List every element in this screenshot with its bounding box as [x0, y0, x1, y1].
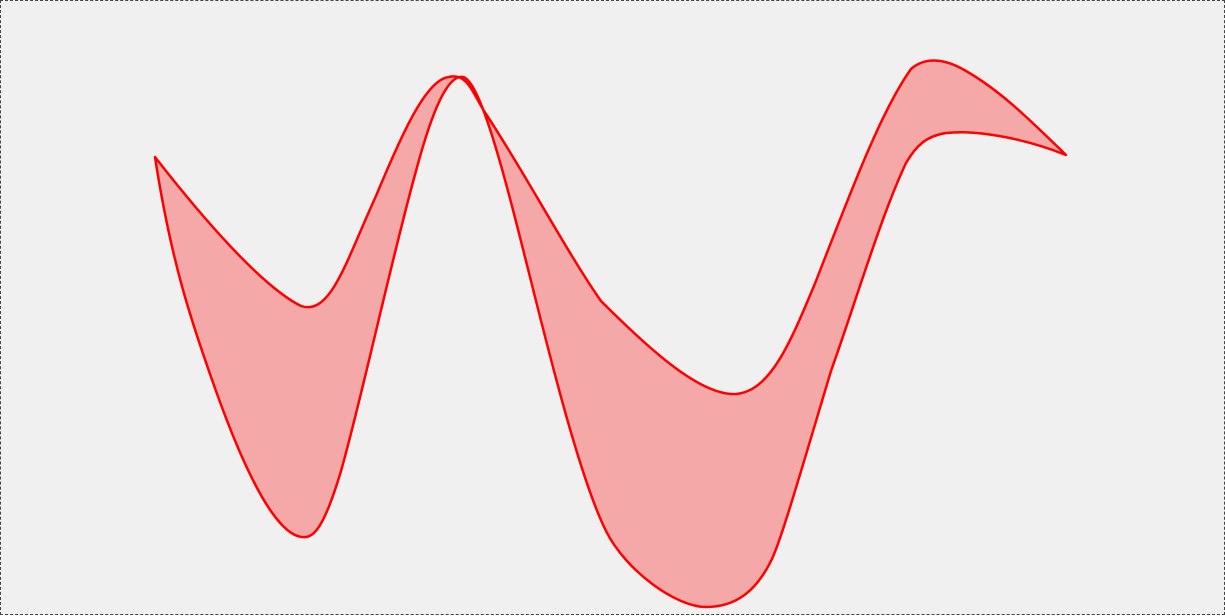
ribbon-band-shape[interactable] — [153, 59, 1068, 609]
